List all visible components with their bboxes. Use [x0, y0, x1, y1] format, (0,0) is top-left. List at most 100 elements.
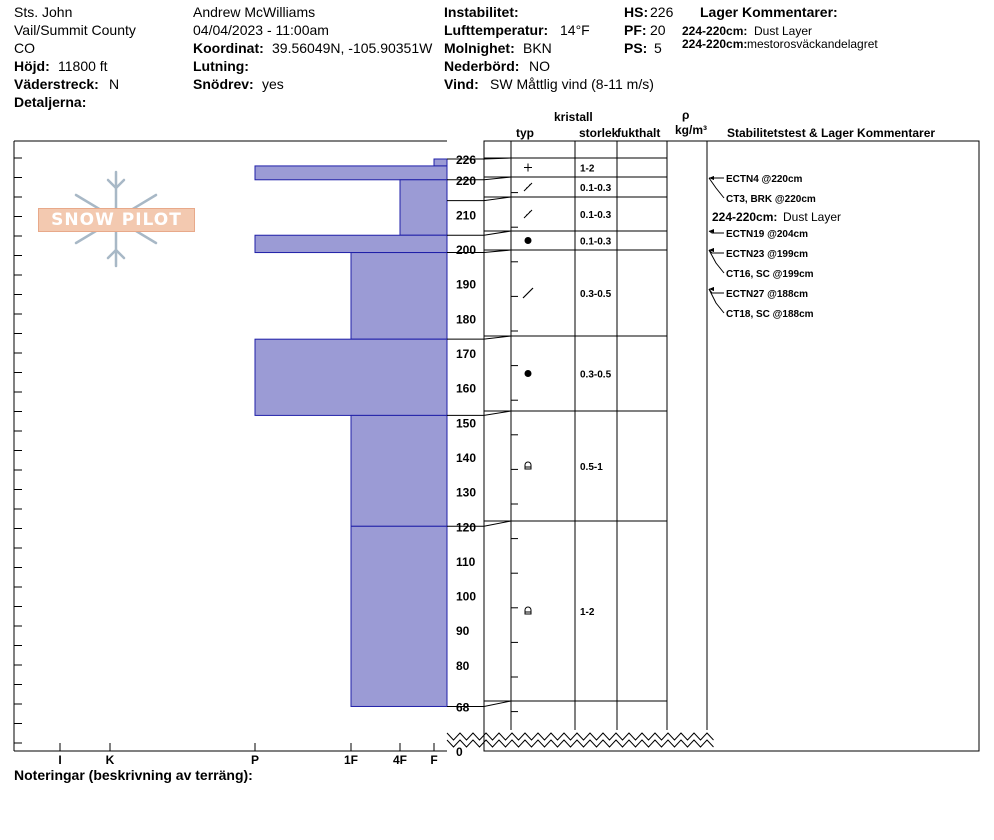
height-tick-label: 80 [456, 659, 470, 673]
precip-label: Nederbörd: [444, 58, 520, 74]
grain-size-label: 0.1-0.3 [580, 237, 612, 248]
grain-size-label: 1-2 [580, 164, 595, 175]
height-tick-label: 0 [456, 745, 463, 759]
layer-connector [447, 700, 512, 707]
stability-test-label: ECTN19 @204cm [726, 229, 808, 240]
datetime: 04/04/2023 - 11:00am [193, 22, 329, 38]
depth-hoar-icon [524, 461, 532, 470]
height-tick-label: 120 [456, 520, 476, 534]
decomposing-icon [523, 182, 533, 192]
wind-label: Vind: [444, 76, 479, 92]
notes-label: Noteringar (beskrivning av terräng): [14, 767, 253, 783]
layer-comment-range: 224-220cm: [682, 37, 748, 51]
height-tick-label: 180 [456, 312, 476, 326]
stability-test-label: ECTN23 @199cm [726, 249, 808, 260]
height-tick-label: 110 [456, 555, 476, 569]
moisture-header: fukthalt [617, 126, 661, 140]
details-label: Detaljerna: [14, 94, 87, 110]
height-tick-label: 68 [456, 700, 470, 714]
stability-test-arrow [708, 230, 724, 234]
height-tick-label: 170 [456, 347, 476, 361]
stability-test-label: ECTN27 @188cm [726, 289, 808, 300]
hardness-bar [433, 158, 448, 167]
height-tick-label: 140 [456, 451, 476, 465]
snowpilot-logo: SNOW PILOT [38, 170, 198, 270]
hardness-tick-label: P [251, 753, 259, 767]
hardness-bar [254, 338, 448, 416]
height-tick-label: 200 [456, 243, 476, 257]
hardness-tick-label: K [106, 753, 115, 767]
stability-test-label: CT3, BRK @220cm [726, 194, 816, 205]
hardness-bar [399, 179, 448, 236]
wind-value: SW Måttlig vind (8-11 m/s) [490, 76, 654, 92]
stability-comment-range: 224-220cm: [712, 210, 777, 224]
hs-value: 226 [650, 4, 674, 20]
grain-size-label: 0.3-0.5 [580, 370, 612, 381]
stability-test-arrow [708, 177, 725, 199]
aspect-value: N [109, 76, 120, 92]
state: CO [14, 40, 35, 56]
rounded-grain-icon [524, 370, 532, 377]
grain-size-label: 0.5-1 [580, 462, 603, 473]
layer-table-frame [483, 140, 980, 752]
height-tick-label: 100 [456, 590, 476, 604]
stability-header: Stabilitetstest & Lager Kommentarer [727, 126, 936, 140]
layer-connector [447, 196, 512, 202]
elevation-label: Höjd: [14, 58, 50, 74]
rounded-grain-icon [524, 237, 532, 244]
pf-value: 20 [650, 22, 666, 38]
axis-break-line [446, 732, 714, 741]
layer-connector [447, 230, 512, 236]
layer-connector [447, 176, 512, 181]
ps-label: PS: [624, 40, 648, 56]
depth-hoar-icon [524, 606, 532, 615]
slope-label: Lutning: [193, 58, 249, 74]
stability-arrow-head [709, 287, 714, 291]
hardness-tick-label: F [430, 753, 437, 767]
drift-value: yes [262, 76, 284, 92]
hs-label: HS: [624, 4, 649, 20]
layer-comment-text: Dust Layer [754, 24, 813, 38]
observer: Andrew McWilliams [193, 4, 316, 20]
crystal-header: kristall [554, 110, 593, 124]
layer-connector [447, 249, 512, 254]
height-tick-label: 226 [456, 153, 476, 167]
hardness-tick-label: 1F [344, 753, 358, 767]
stability-comment-text: Dust Layer [783, 210, 841, 224]
decomposing-icon [523, 209, 533, 219]
density-unit-header: kg/m³ [675, 123, 708, 137]
faceted-icon [522, 287, 534, 299]
height-tick-label: 130 [456, 486, 476, 500]
elevation-value: 11800 ft [58, 58, 108, 74]
layer-comments-title: Lager Kommentarer: [700, 4, 838, 20]
hardness-bar [350, 414, 448, 527]
stability-test-arrow [708, 249, 725, 274]
stability-arrow-head [709, 248, 714, 252]
location: Sts. John [14, 4, 73, 20]
stability-arrow-head [709, 176, 714, 180]
type-header: typ [516, 126, 534, 140]
coordinate-label: Koordinat: [193, 40, 264, 56]
layer-connector [447, 410, 512, 416]
sky-value: BKN [523, 40, 552, 56]
height-tick-label: 190 [456, 278, 476, 292]
height-tick-label: 210 [456, 208, 476, 222]
height-tick-label: 220 [456, 174, 476, 188]
sky-label: Molnighet: [444, 40, 515, 56]
grain-size-label: 0.1-0.3 [580, 183, 612, 194]
airtemp-label: Lufttemperatur: [444, 22, 549, 38]
layer-connector [447, 157, 512, 160]
stability-test-arrow [708, 288, 725, 314]
aspect-label: Väderstreck: [14, 76, 99, 92]
stability-test-label: ECTN4 @220cm [726, 174, 803, 185]
hardness-bar [254, 234, 448, 254]
pf-label: PF: [624, 22, 647, 38]
grain-size-label: 0.3-0.5 [580, 289, 612, 300]
hardness-tick-label: I [58, 753, 61, 767]
layer-comment-text: mestorosväckandelagret [747, 37, 878, 51]
hardness-tick-label: 4F [393, 753, 407, 767]
height-tick-label: 90 [456, 624, 470, 638]
layer-connector [447, 335, 512, 340]
grain-size-label: 1-2 [580, 607, 595, 618]
